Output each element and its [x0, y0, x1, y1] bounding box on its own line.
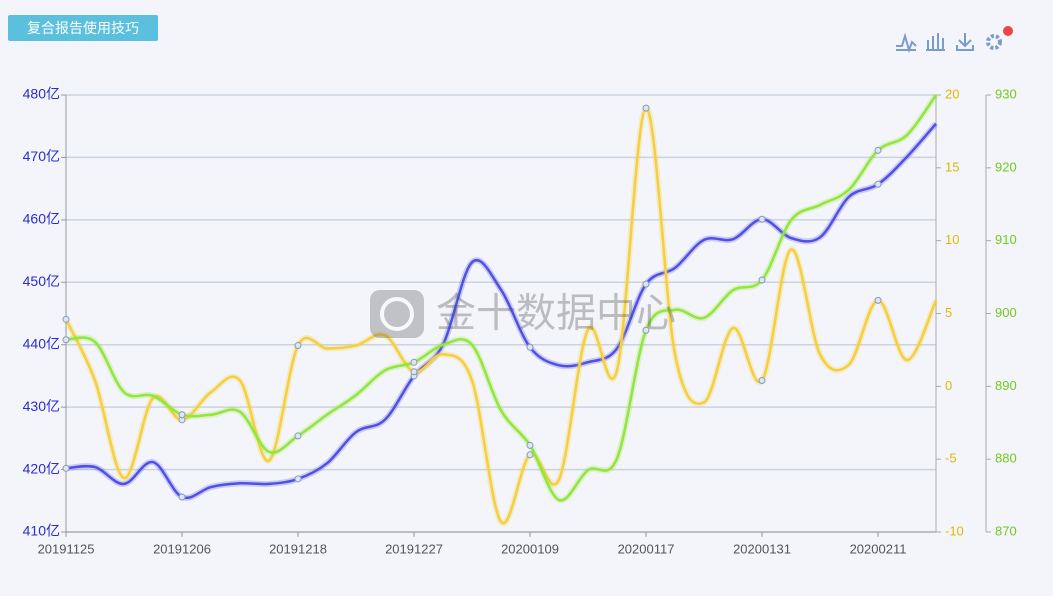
point: [758, 276, 766, 284]
y2-tick-label: 15: [945, 159, 959, 174]
y3-tick-label: 870: [995, 523, 1017, 538]
notice-dot: [1003, 26, 1013, 36]
point: [62, 464, 70, 472]
settings-icon[interactable]: [986, 34, 1002, 50]
x-tick-label: 20191218: [269, 541, 327, 556]
bar-icon[interactable]: [926, 33, 945, 51]
point: [62, 336, 70, 344]
point: [410, 368, 418, 376]
point: [874, 146, 882, 154]
y-tick-label: 480亿: [23, 86, 60, 102]
watermark-text: 金十数据中心: [436, 292, 676, 336]
point: [874, 296, 882, 304]
point: [758, 377, 766, 385]
series-line: [65, 122, 937, 500]
y-tick-label: 460亿: [23, 211, 60, 227]
series-line: [65, 94, 938, 502]
point: [178, 493, 186, 501]
x-tick-label: 20191227: [385, 541, 443, 556]
point: [642, 326, 650, 334]
y3-tick-label: 920: [995, 159, 1017, 174]
point: [178, 411, 186, 419]
y-tick-label: 420亿: [23, 460, 60, 476]
download-icon[interactable]: [956, 33, 974, 51]
y3-tick-label: 880: [995, 451, 1017, 466]
y2-tick-label: 20: [945, 86, 959, 101]
y2-tick-label: 10: [945, 232, 959, 247]
line-icon[interactable]: [896, 32, 917, 54]
y3-tick-label: 900: [995, 305, 1017, 320]
y-tick-label: 410亿: [23, 523, 60, 539]
x-tick-label: 20200211: [850, 541, 907, 556]
point: [642, 280, 650, 288]
point: [758, 215, 766, 223]
y2-tick-label: 0: [945, 378, 952, 393]
x-tick-label: 20200131: [733, 541, 791, 556]
y3-tick-label: 910: [995, 232, 1017, 247]
y2-tick-label: -10: [945, 523, 964, 538]
toolbox[interactable]: [896, 32, 1002, 54]
point: [410, 358, 418, 366]
y-tick-label: 440亿: [23, 335, 60, 351]
point: [642, 104, 650, 112]
y-tick-label: 430亿: [23, 398, 60, 414]
point: [526, 441, 534, 449]
point: [294, 432, 302, 440]
y-tick-label: 450亿: [23, 273, 60, 289]
point: [874, 180, 882, 188]
x-tick-label: 20200109: [501, 541, 559, 556]
y3-tick-label: 890: [995, 378, 1017, 393]
x-tick-label: 20200117: [618, 541, 675, 556]
x-tick-label: 20191125: [38, 541, 95, 556]
y-tick-label: 470亿: [23, 148, 60, 164]
y2-tick-label: 5: [945, 305, 952, 320]
point: [526, 343, 534, 351]
tips-button[interactable]: 复合报告使用技巧: [8, 15, 158, 41]
point: [526, 451, 534, 459]
x-tick-label: 20191206: [153, 541, 211, 556]
point: [294, 475, 302, 483]
y3-tick-label: 930: [995, 86, 1017, 101]
point: [294, 342, 302, 350]
point: [62, 315, 70, 323]
watermark: 金十数据中心: [370, 290, 676, 338]
y2-tick-label: -5: [945, 451, 957, 466]
